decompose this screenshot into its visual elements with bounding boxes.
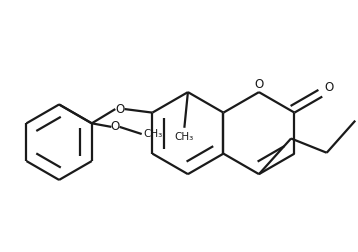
Text: O: O <box>254 78 263 91</box>
Text: O: O <box>116 103 125 116</box>
Text: O: O <box>110 120 120 133</box>
Text: O: O <box>324 81 334 94</box>
Text: CH₃: CH₃ <box>175 132 194 142</box>
Text: CH₃: CH₃ <box>144 129 163 139</box>
